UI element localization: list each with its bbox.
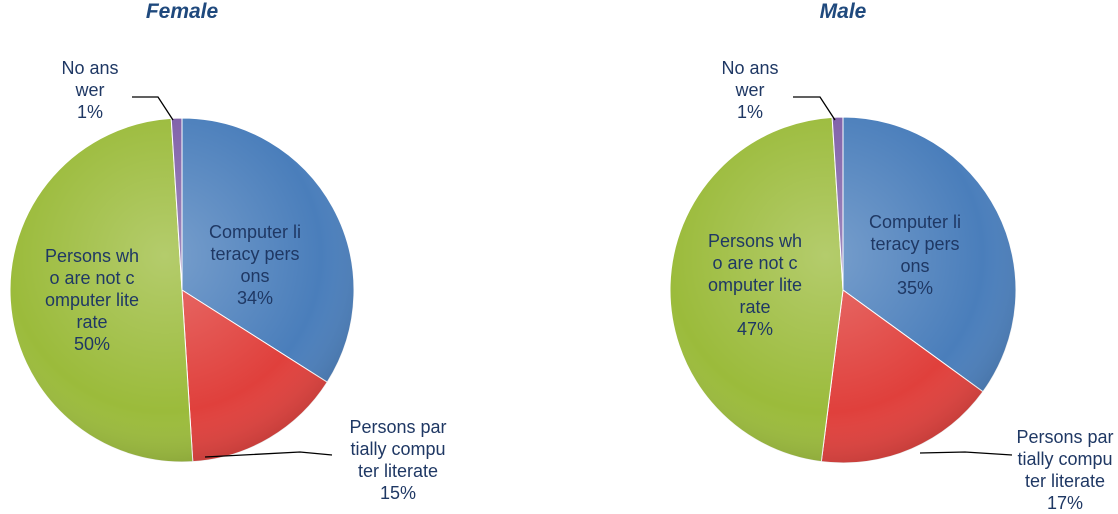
data-label: No answer 1%	[55, 57, 125, 123]
data-label: Persons who are not computer literate 50%	[45, 245, 140, 355]
slice-value: 1%	[736, 102, 763, 122]
leader-line	[919, 451, 1013, 456]
slice-label: No answer	[61, 58, 119, 100]
data-label: Computer literacy persons 34%	[208, 221, 303, 309]
leader-line	[132, 96, 174, 121]
slice-label: Computer literacy persons	[868, 212, 962, 276]
slice-value: 17%	[1046, 493, 1084, 513]
data-label: No answer 1%	[715, 57, 785, 123]
slice-value: 50%	[73, 334, 111, 354]
slice-label: Persons who are not computer literate	[707, 231, 803, 317]
data-label: Persons partially computer literate 15%	[348, 416, 448, 504]
slice-value: 1%	[76, 102, 103, 122]
slice-value: 15%	[379, 483, 417, 503]
data-label: Persons who are not computer literate 47%	[708, 230, 803, 340]
leader-line	[204, 451, 333, 458]
slice-value: 35%	[896, 278, 934, 298]
slice-label: Persons partially computer literate	[349, 417, 447, 481]
slice-label: Computer literacy persons	[208, 222, 302, 286]
leader-line	[793, 96, 836, 121]
slice-value: 47%	[736, 319, 774, 339]
slice-label: No answer	[721, 58, 779, 100]
chart-title: Female	[145, 0, 219, 23]
chart-title: Male	[819, 0, 867, 23]
slice-label: Persons partially computer literate	[1016, 427, 1114, 491]
data-label: Persons partially computer literate 17%	[1015, 426, 1115, 514]
slice-value: 34%	[236, 288, 274, 308]
data-label: Computer literacy persons 35%	[868, 211, 963, 299]
slice-label: Persons who are not computer literate	[44, 246, 140, 332]
